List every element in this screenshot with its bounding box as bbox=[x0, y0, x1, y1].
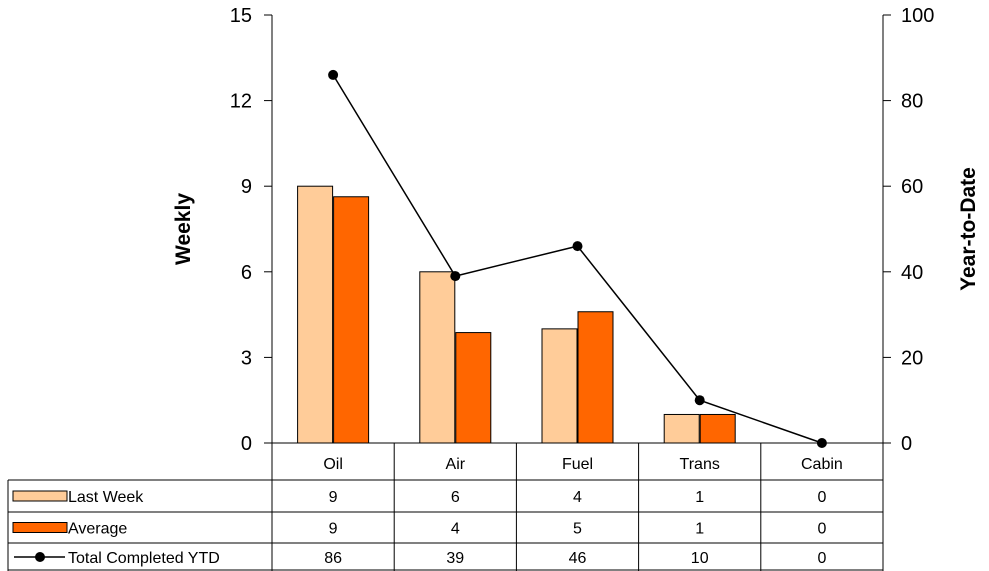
table-cell-average-air: 4 bbox=[451, 521, 460, 538]
legend-swatch-average bbox=[12, 522, 68, 533]
bar-average-trans bbox=[699, 413, 736, 444]
bar-group bbox=[297, 185, 736, 444]
y2-tick-label: 40 bbox=[901, 262, 923, 284]
y-tick-label: 6 bbox=[241, 262, 252, 284]
bar-last-week-oil bbox=[297, 185, 334, 444]
bar-last-week-fuel bbox=[541, 328, 578, 444]
y2-tick-label: 100 bbox=[901, 5, 934, 27]
category-label-trans: Trans bbox=[680, 456, 720, 473]
y2-axis-label: Year-to-Date bbox=[957, 167, 980, 291]
y2-tick-label: 80 bbox=[901, 91, 923, 113]
y-tick-label: 12 bbox=[230, 91, 252, 113]
ytd-point-fuel bbox=[572, 241, 583, 252]
table-cell-total-completed-ytd-cabin: 0 bbox=[817, 550, 826, 567]
legend-label-average: Average bbox=[68, 521, 127, 538]
category-label-cabin: Cabin bbox=[801, 456, 843, 473]
bar-last-week-air bbox=[419, 271, 456, 444]
table-cell-total-completed-ytd-oil: 86 bbox=[324, 550, 342, 567]
y-axis-label: Weekly bbox=[172, 193, 195, 265]
table-cell-average-fuel: 5 bbox=[573, 521, 582, 538]
table-cell-last-week-fuel: 4 bbox=[573, 489, 582, 506]
legend-swatch-last-week bbox=[12, 490, 68, 502]
ytd-point-air bbox=[450, 271, 461, 282]
table-cell-last-week-air: 6 bbox=[451, 489, 460, 506]
category-label-oil: Oil bbox=[323, 456, 343, 473]
ytd-point-trans bbox=[694, 395, 705, 406]
axes bbox=[264, 14, 891, 444]
ytd-point-oil bbox=[328, 69, 339, 80]
table-cell-total-completed-ytd-fuel: 46 bbox=[569, 550, 587, 567]
table-cell-last-week-trans: 1 bbox=[695, 489, 704, 506]
table-cell-total-completed-ytd-trans: 10 bbox=[691, 550, 709, 567]
table-cell-average-trans: 1 bbox=[695, 521, 704, 538]
table-cell-last-week-cabin: 0 bbox=[817, 489, 826, 506]
y-tick-label: 3 bbox=[241, 347, 252, 369]
legend-label-total-completed-ytd: Total Completed YTD bbox=[68, 550, 220, 567]
legend-marker-ytd bbox=[35, 552, 45, 562]
bar-average-fuel bbox=[577, 311, 614, 444]
y2-tick-label: 20 bbox=[901, 347, 923, 369]
y-tick-label: 9 bbox=[241, 176, 252, 198]
legend-label-last-week: Last Week bbox=[68, 489, 144, 506]
table-cell-total-completed-ytd-air: 39 bbox=[446, 550, 464, 567]
category-label-fuel: Fuel bbox=[562, 456, 593, 473]
y-tick-label: 0 bbox=[241, 433, 252, 455]
table-cell-last-week-oil: 9 bbox=[329, 489, 338, 506]
ytd-line-series bbox=[328, 69, 827, 448]
y2-tick-label: 0 bbox=[901, 433, 912, 455]
bar-average-air bbox=[455, 332, 492, 444]
bar-last-week-trans bbox=[663, 413, 700, 444]
bar-average-oil bbox=[333, 196, 370, 444]
y2-tick-label: 60 bbox=[901, 176, 923, 198]
category-label-air: Air bbox=[446, 456, 466, 473]
y-tick-label: 15 bbox=[230, 5, 252, 27]
table-cell-average-cabin: 0 bbox=[817, 521, 826, 538]
tick-labels: 0 3 6 9 12 15 0 20 40 60 80 100 bbox=[230, 5, 935, 455]
table-cell-average-oil: 9 bbox=[329, 521, 338, 538]
